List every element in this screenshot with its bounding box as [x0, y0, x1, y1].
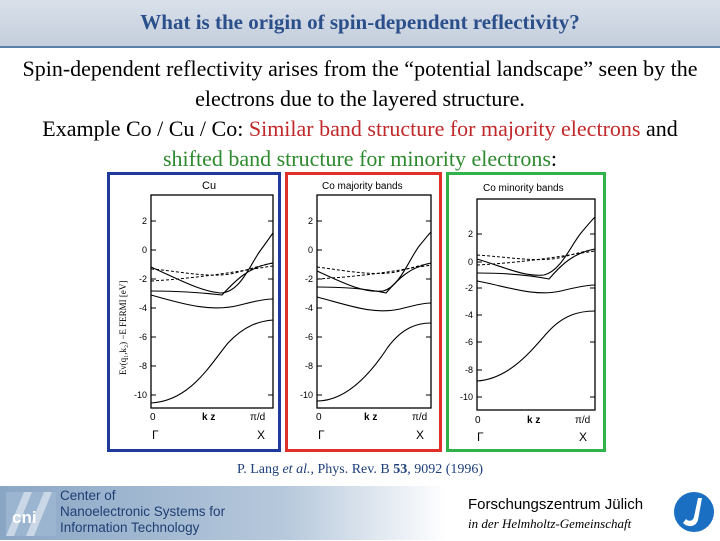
gamma-label: Γ [477, 430, 484, 444]
ytick: -10 [134, 390, 147, 400]
ytick: -4 [139, 303, 147, 313]
band-solid [316, 296, 432, 312]
cni-logo: cni [6, 492, 56, 536]
ytick: -4 [305, 303, 313, 313]
panel-label: Co majority bands [322, 181, 403, 192]
band-solid [476, 280, 596, 294]
center-line-2: Nanoelectronic Systems for [60, 504, 226, 519]
fz-name: Forschungszentrum Jülich [468, 496, 644, 513]
band-solid [150, 262, 274, 296]
band-solid [316, 262, 432, 294]
fz-juelich-logo-icon [672, 490, 716, 534]
gamma-label: Γ [152, 428, 159, 442]
center-name: Center of Nanoelectronic Systems for Inf… [60, 488, 260, 536]
x-left: 0 [475, 415, 481, 426]
plot-frame [150, 194, 274, 409]
body-line-1: Spin-dependent reflectivity arises from … [22, 56, 698, 111]
x-left: 0 [150, 412, 156, 423]
body-line-2-mid: and [640, 116, 678, 141]
band-solid [476, 216, 596, 276]
ytick: -10 [300, 390, 313, 400]
ytick: -2 [139, 274, 147, 284]
ytick: -8 [465, 365, 473, 375]
footer-bar [0, 486, 720, 540]
band-solid [316, 231, 432, 292]
body-line-2: Example Co / Cu / Co: Similar band struc… [4, 114, 716, 174]
ytick: 2 [142, 216, 147, 226]
citation: P. Lang et al., Phys. Rev. B 53, 9092 (1… [0, 462, 720, 478]
ytick: 0 [142, 245, 147, 255]
band-dashed [150, 262, 274, 276]
x-mid: k z [527, 415, 540, 426]
ytick: -10 [460, 392, 473, 402]
band-solid [476, 248, 596, 280]
citation-journal: , Phys. Rev. B [310, 462, 394, 477]
x-right: π/d [575, 415, 590, 426]
ytick: 0 [308, 245, 313, 255]
plot-frame [476, 198, 596, 411]
citation-authors: P. Lang [236, 462, 283, 477]
band-dashed [150, 265, 274, 282]
ytick: -2 [465, 283, 473, 293]
majority-text: Similar band structure for majority elec… [248, 116, 641, 141]
x-left: 0 [316, 412, 322, 423]
ytick: 0 [468, 257, 473, 267]
x-right: π/d [412, 412, 427, 423]
y-axis-label: Eν(q₁,k₂) −E FERMI [eV] [118, 281, 128, 375]
x-point-label: X [579, 430, 587, 444]
ytick: 2 [468, 229, 473, 239]
fz-subtitle: in der Helmholtz-Gemeinschaft [468, 516, 632, 531]
panel-label: Co minority bands [483, 183, 564, 194]
body-text: Spin-dependent reflectivity arises from … [4, 54, 716, 174]
slide-title: What is the origin of spin-dependent ref… [140, 10, 580, 34]
band-dashed [476, 248, 596, 261]
citation-volume: 53 [393, 462, 408, 477]
band-solid [476, 310, 596, 382]
center-line-3: Information Technology [60, 520, 200, 535]
ytick: -6 [139, 332, 147, 342]
body-line-2-prefix: Example Co / Cu / Co: [42, 116, 249, 141]
ytick: -8 [305, 361, 313, 371]
minority-text: shifted band structure for minority elec… [162, 146, 551, 171]
title-bar [0, 0, 720, 48]
band-dashed [476, 250, 596, 266]
panel-co-majority: Co majority bands 2 0 -2 -4 -6 -8 -10 [285, 172, 442, 452]
ytick: -2 [305, 274, 313, 284]
body-line-2-suffix: : [550, 146, 558, 171]
cni-logo-text: cni [12, 508, 37, 527]
x-point-label: X [257, 428, 265, 442]
x-mid: k z [202, 412, 215, 423]
panel-label: Cu [202, 180, 216, 192]
x-right: π/d [250, 412, 265, 423]
center-line-1: Center of [60, 488, 116, 503]
panel-cu: Cu Eν(q₁,k₂) −E FERMI [eV] 2 0 -2 -4 -6 … [107, 172, 281, 452]
citation-pages: , 9092 (1996) [407, 462, 484, 477]
band-dashed [316, 264, 432, 280]
band-solid [150, 319, 274, 404]
ytick: 2 [308, 216, 313, 226]
band-solid [150, 232, 274, 294]
ytick: -8 [139, 361, 147, 371]
band-dashed [316, 262, 432, 275]
ytick: -6 [305, 332, 313, 342]
band-solid [150, 294, 274, 309]
citation-etal: et al. [282, 462, 311, 477]
ytick: -6 [465, 337, 473, 347]
x-mid: k z [364, 412, 377, 423]
panel-co-minority: Co minority bands 2 0 -2 -4 -6 -8 -10 [446, 172, 606, 452]
plot-frame [316, 194, 432, 409]
band-solid [316, 322, 432, 402]
x-point-label: X [416, 428, 424, 442]
ytick: -4 [465, 310, 473, 320]
gamma-label: Γ [318, 428, 325, 442]
